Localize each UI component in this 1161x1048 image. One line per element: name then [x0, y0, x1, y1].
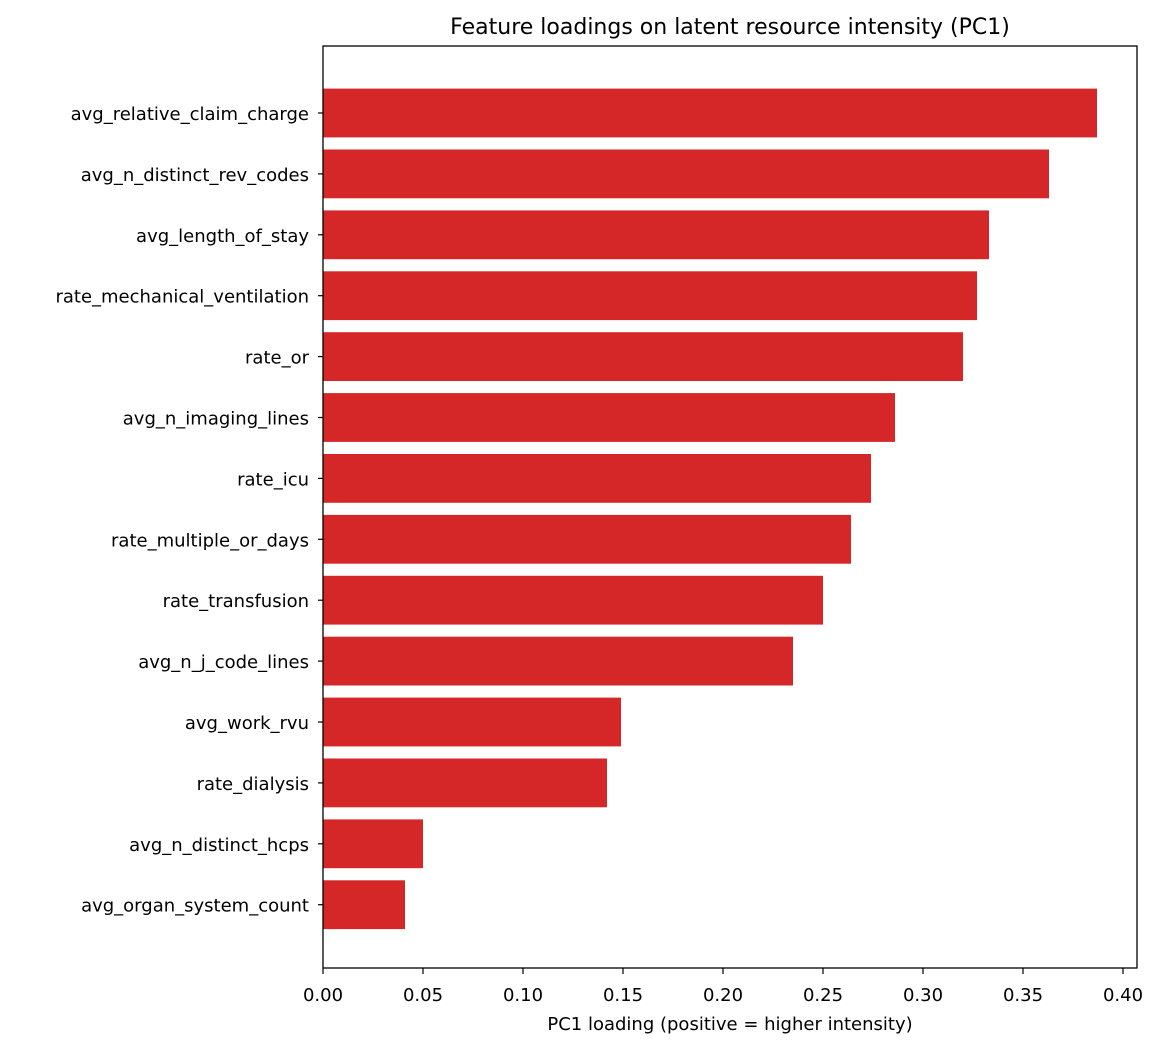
bar: [323, 575, 823, 625]
bar: [323, 636, 793, 686]
y-tick-label: rate_multiple_or_days: [111, 530, 309, 551]
bar: [323, 819, 423, 869]
y-tick-label: rate_transfusion: [163, 591, 309, 612]
chart-title: Feature loadings on latent resource inte…: [450, 15, 1010, 40]
bar: [323, 454, 871, 503]
x-tick-label: 0.05: [403, 985, 443, 1006]
y-tick-label: avg_n_distinct_rev_codes: [81, 165, 309, 186]
y-tick-label: avg_n_distinct_hcps: [129, 835, 309, 856]
bar: [323, 697, 621, 747]
y-tick-label: rate_or: [245, 348, 310, 369]
y-tick-label: avg_organ_system_count: [81, 896, 309, 917]
y-tick-label: rate_dialysis: [197, 774, 309, 795]
x-tick-label: 0.25: [803, 985, 843, 1006]
y-tick-label: avg_length_of_stay: [136, 226, 309, 247]
bar: [323, 758, 607, 808]
bar: [323, 880, 405, 930]
bar: [323, 271, 977, 321]
bar: [323, 210, 989, 260]
y-tick-label: rate_mechanical_ventilation: [55, 287, 309, 308]
x-tick-label: 0.20: [703, 985, 743, 1006]
x-tick-label: 0.40: [1103, 985, 1143, 1006]
x-tick-label: 0.35: [1003, 985, 1043, 1006]
bar: [323, 514, 851, 564]
bar: [323, 88, 1097, 138]
y-tick-label: avg_work_rvu: [185, 713, 309, 734]
x-tick-label: 0.10: [503, 985, 543, 1006]
x-axis-label: PC1 loading (positive = higher intensity…: [547, 1014, 912, 1035]
x-tick-label: 0.00: [303, 985, 343, 1006]
bar: [323, 149, 1049, 199]
x-tick-label: 0.30: [903, 985, 943, 1006]
y-tick-label: rate_icu: [237, 469, 309, 490]
y-tick-label: avg_relative_claim_charge: [71, 104, 309, 125]
bar: [323, 332, 963, 381]
plot-frame: [322, 45, 1138, 969]
y-tick-label: avg_n_j_code_lines: [138, 652, 309, 673]
y-tick-label: avg_n_imaging_lines: [123, 409, 309, 430]
bar: [323, 393, 895, 442]
x-tick-label: 0.15: [603, 985, 643, 1006]
